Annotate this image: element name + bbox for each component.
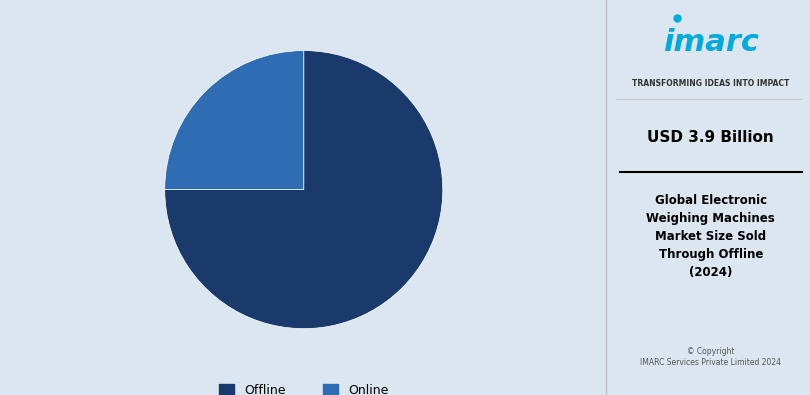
Text: imarc: imarc bbox=[663, 28, 759, 56]
Text: TRANSFORMING IDEAS INTO IMPACT: TRANSFORMING IDEAS INTO IMPACT bbox=[632, 79, 790, 88]
Legend: Offline, Online: Offline, Online bbox=[214, 379, 394, 395]
Text: Global Electronic
Weighing Machines
Market Size Sold
Through Offline
(2024): Global Electronic Weighing Machines Mark… bbox=[646, 194, 775, 278]
Text: © Copyright
IMARC Services Private Limited 2024: © Copyright IMARC Services Private Limit… bbox=[640, 346, 782, 367]
Text: USD 3.9 Billion: USD 3.9 Billion bbox=[647, 130, 774, 145]
Wedge shape bbox=[164, 51, 304, 190]
Wedge shape bbox=[164, 51, 443, 329]
